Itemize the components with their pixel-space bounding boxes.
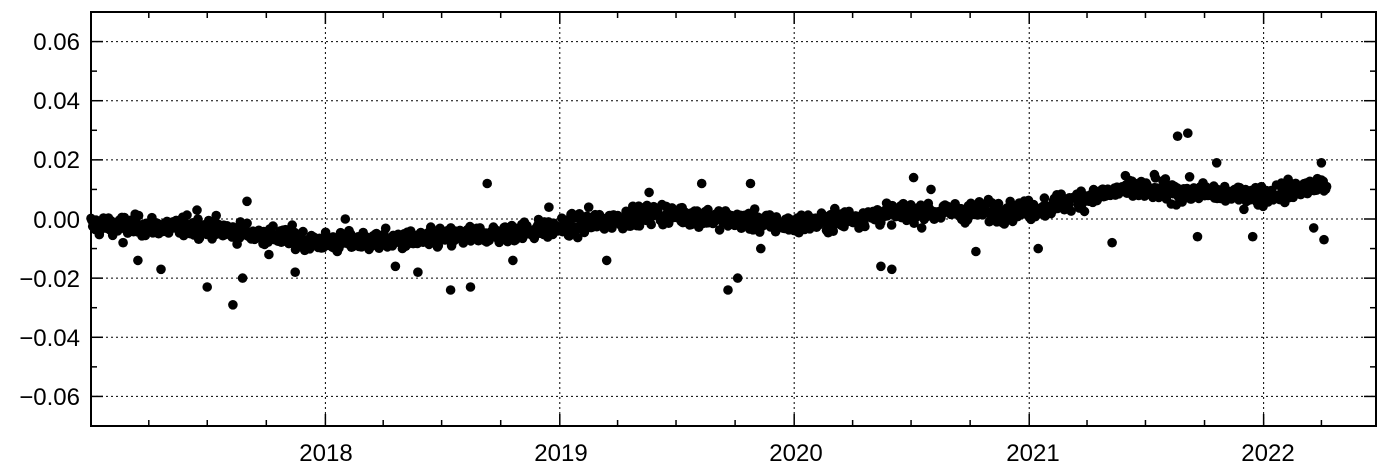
y-tick-label: 0.06 [33,29,80,56]
data-point [745,178,756,189]
data-points [86,128,1332,310]
data-point [1278,184,1289,195]
plot-frame [90,11,1377,427]
data-point [1321,181,1332,192]
data-point [242,196,252,207]
data-point [971,246,981,257]
data-point [413,267,423,278]
data-point [1079,206,1090,217]
data-point [118,237,128,248]
data-point [298,226,308,237]
data-point [916,223,927,233]
data-point [696,178,707,189]
data-point [193,214,203,224]
data-point [268,221,278,231]
data-point [237,273,248,283]
data-point [264,249,274,260]
data-point [908,172,919,183]
x-tick-label: 2022 [1241,440,1294,467]
data-point [886,220,897,230]
data-point [1192,231,1203,242]
data-point [242,218,252,229]
data-point [876,261,886,272]
data-point [1184,172,1195,182]
data-point [192,205,202,215]
data-point [290,267,301,278]
data-point [380,223,391,234]
data-point [340,214,351,224]
data-point [169,223,179,233]
data-point [703,204,713,215]
data-point [926,184,936,195]
data-point [1033,243,1043,254]
data-point [801,220,812,230]
data-point [644,187,654,198]
data-point [1316,158,1327,168]
x-axis-labels: 2018 2019 2020 2021 2022 [299,440,1294,467]
data-point [1247,231,1258,242]
data-point [544,202,554,212]
x-tick-label: 2019 [534,440,587,467]
data-point [95,226,105,236]
data-point [508,255,518,266]
data-point [182,210,192,220]
data-point [211,210,221,221]
data-point [1308,223,1319,233]
data-point [1172,131,1183,141]
data-point [1039,193,1050,203]
data-point [1239,204,1249,215]
data-point [714,225,725,235]
data-point [634,221,645,231]
data-point [572,232,583,243]
data-point [202,282,212,292]
data-point [1149,169,1160,180]
data-point [133,255,143,266]
data-point [390,261,401,272]
data-point [860,221,870,232]
data-point [465,282,476,292]
data-point [601,255,612,266]
data-point [156,264,166,275]
data-point [646,219,656,230]
data-point [1107,237,1117,248]
y-tick-label: 0.02 [33,147,80,174]
data-point [287,220,298,230]
data-point [320,227,331,238]
x-tick-label: 2018 [299,440,352,467]
data-point [1319,234,1329,245]
data-point [756,243,766,254]
data-point [887,264,897,275]
data-point [228,300,238,310]
x-tick-label: 2020 [769,440,822,467]
data-point [1183,128,1193,138]
data-point [445,285,456,295]
data-point [732,273,743,283]
data-point [749,204,760,214]
y-tick-label: 0.04 [33,88,80,115]
data-point [133,210,144,221]
y-tick-label: 0.00 [33,207,80,234]
data-point [1066,206,1076,216]
data-point [312,237,323,248]
data-point [583,202,594,212]
data-point [482,178,493,189]
y-tick-label: −0.06 [19,384,80,411]
data-point [723,285,733,295]
data-point [1211,158,1222,168]
y-tick-label: −0.02 [19,266,80,293]
x-tick-label: 2021 [1006,440,1059,467]
y-tick-label: −0.04 [19,325,80,352]
data-point [304,244,315,254]
y-axis-labels: 0.06 0.04 0.02 0.00 −0.02 −0.04 −0.06 [19,29,80,411]
